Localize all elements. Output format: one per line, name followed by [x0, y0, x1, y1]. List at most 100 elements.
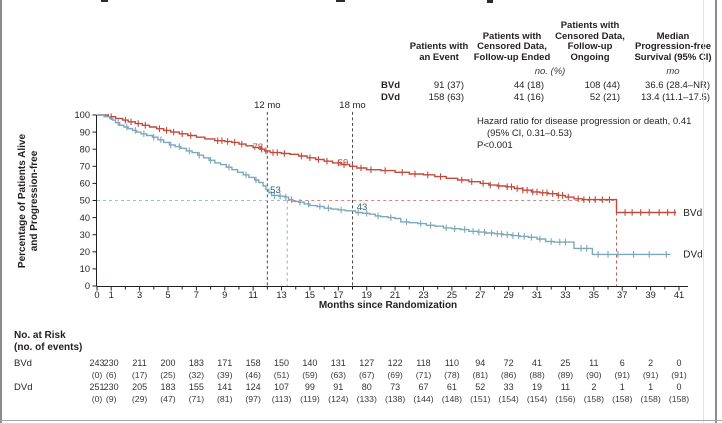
hazard-ratio-line2: (95% CI, 0.31–0.53) [487, 128, 573, 139]
risk-events: (67) [358, 369, 375, 380]
risk-count: 33 [503, 382, 514, 392]
risk-count: 2 [648, 358, 654, 368]
x-tick-label: 27 [475, 290, 485, 300]
annotation-78: 78 [253, 142, 264, 153]
risk-count: 1 [648, 382, 654, 392]
risk-table-subtitle: (no. of events) [14, 342, 83, 353]
risk-count: 251 [89, 382, 105, 392]
risk-events: (25) [160, 369, 176, 380]
y-tick-label: 80 [80, 144, 90, 154]
annotation-18-mo: 18 mo [339, 100, 365, 111]
x-tick-label: 9 [222, 290, 227, 300]
risk-events: (71) [415, 369, 432, 380]
y-tick-label: 40 [80, 213, 90, 223]
hazard-ratio-block: Hazard ratio for disease progression or … [477, 116, 722, 152]
risk-count: 127 [359, 358, 375, 368]
risk-events: (6) [105, 369, 117, 380]
y-tick-label: 30 [80, 230, 90, 240]
risk-count: 110 [444, 358, 460, 368]
risk-events: (144) [413, 393, 434, 404]
bvd-censored-ongoing: 108 (44) [584, 79, 620, 91]
risk-events: (0) [91, 393, 103, 404]
risk-count: 200 [160, 358, 176, 368]
risk-count: 124 [245, 382, 261, 392]
risk-events: (47) [160, 393, 176, 404]
risk-events: (81) [217, 393, 233, 404]
risk-count: 211 [132, 358, 147, 368]
risk-count: 6 [619, 358, 625, 368]
risk-count: 230 [103, 382, 119, 392]
x-tick-label: 5 [165, 290, 170, 300]
risk-count: 80 [361, 382, 372, 392]
risk-count: 1 [619, 382, 625, 392]
risk-events: (32) [188, 369, 205, 380]
risk-count: 150 [274, 358, 290, 368]
x-tick-label: 1 [109, 290, 114, 300]
dvd-median-pfs: 13.4 (11.1–17.5) [640, 91, 710, 103]
summary-row-label-dvd: DVd [381, 91, 400, 103]
bvd-censored-ended: 44 (18) [513, 79, 544, 91]
col-header-censored-ended: Patients with Censored Data, Follow-up E… [473, 30, 551, 63]
risk-count: 67 [418, 382, 429, 392]
x-tick-label: 41 [674, 290, 684, 300]
col-header-median-pfs: Median Progression-free Survival (95% CI… [634, 30, 712, 63]
hazard-ratio-line1: Hazard ratio for disease progression or … [477, 116, 692, 127]
risk-events: (158) [640, 393, 661, 404]
risk-events: (133) [356, 393, 377, 404]
summary-table-corner [360, 5, 406, 64]
risk-count: 243 [89, 358, 105, 368]
units-counts: no. (%) [534, 66, 566, 77]
risk-events: (91) [642, 369, 659, 380]
x-tick-label: 19 [362, 290, 372, 300]
risk-events: (17) [131, 369, 148, 380]
y-tick-label: 20 [80, 247, 90, 257]
risk-count: 183 [160, 382, 176, 392]
risk-events: (9) [105, 393, 117, 404]
bvd-curve [97, 114, 677, 214]
y-axis-title: Percentage of Patients Alive and Progres… [17, 133, 40, 269]
risk-events: (88) [529, 369, 545, 380]
dvd-curve [97, 114, 671, 256]
risk-events: (39) [217, 369, 233, 380]
annotation-12-mo: 12 mo [254, 100, 280, 111]
bvd-curve-label: BVd [683, 208, 702, 219]
risk-events: (91) [614, 369, 630, 380]
x-axis-title: Months since Randomization [318, 300, 458, 311]
risk-events: (91) [671, 369, 687, 380]
risk-count: 118 [416, 358, 431, 368]
cropped-title-remnant [487, 0, 493, 3]
annotation-43: 43 [357, 202, 368, 213]
frame-shadow [703, 0, 704, 424]
frame-left [0, 0, 2, 424]
risk-row-label-dvd: DVd [14, 382, 33, 393]
risk-events: (158) [612, 393, 633, 404]
risk-count: 183 [188, 358, 204, 368]
risk-events: (158) [668, 393, 690, 404]
y-tick-label: 90 [80, 127, 90, 137]
x-tick-label: 3 [137, 290, 142, 300]
annotation-53: 53 [270, 185, 281, 196]
y-tick-label: 100 [74, 110, 90, 120]
risk-count: 19 [532, 382, 543, 392]
cropped-title-remnant [336, 0, 345, 2]
x-tick-label: 29 [503, 290, 513, 300]
risk-count: 171 [217, 358, 233, 368]
risk-count: 52 [475, 382, 486, 392]
dvd-censored-ongoing: 52 (21) [589, 91, 620, 103]
risk-events: (154) [526, 393, 548, 404]
risk-events: (154) [498, 393, 519, 404]
x-tick-label: 17 [333, 290, 343, 300]
risk-count: 11 [589, 358, 599, 368]
risk-events: (151) [470, 393, 491, 404]
risk-count: 2 [591, 382, 597, 392]
risk-events: (63) [330, 369, 347, 380]
summary-row-label-bvd: BVd [381, 79, 400, 91]
risk-count: 0 [676, 358, 682, 368]
risk-count: 155 [188, 382, 204, 392]
p-value: P<0.001 [477, 140, 513, 151]
y-tick-label: 50 [80, 196, 90, 206]
risk-events: (97) [245, 393, 261, 404]
risk-count: 99 [304, 382, 315, 392]
x-tick-label: 21 [390, 290, 400, 300]
